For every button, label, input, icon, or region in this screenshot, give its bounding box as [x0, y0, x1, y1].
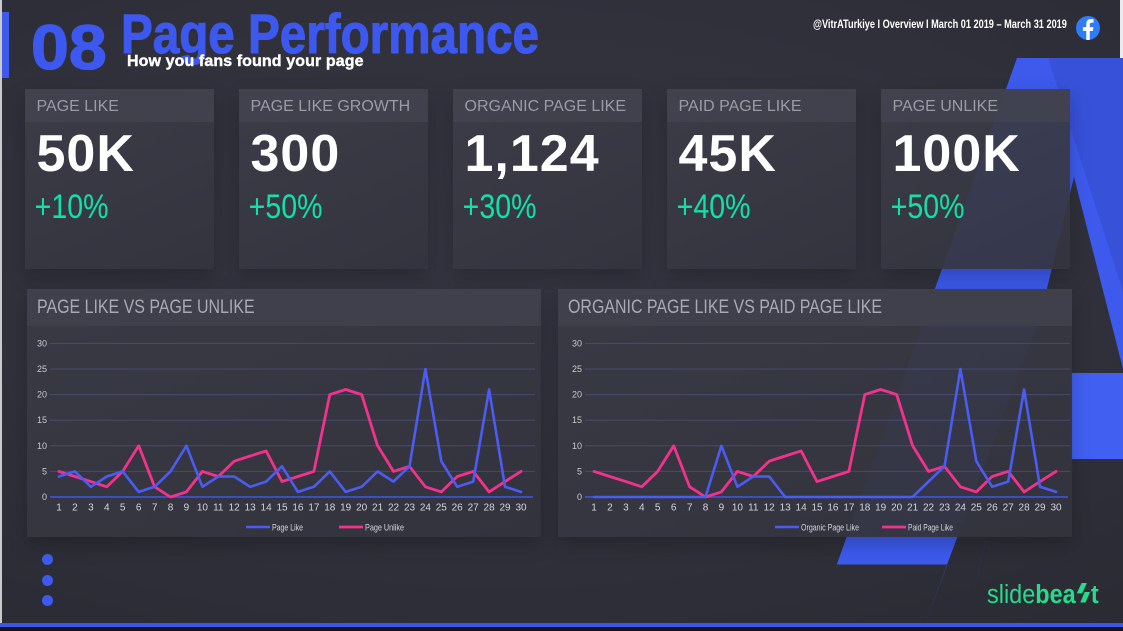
svg-text:27: 27: [468, 503, 480, 514]
svg-text:30: 30: [37, 338, 47, 348]
svg-text:21: 21: [907, 503, 919, 514]
svg-text:19: 19: [340, 503, 352, 514]
svg-text:24: 24: [420, 503, 432, 514]
svg-text:29: 29: [499, 503, 511, 514]
svg-text:18: 18: [324, 503, 336, 514]
svg-text:Page Like: Page Like: [272, 523, 303, 534]
svg-text:27: 27: [1003, 503, 1015, 514]
svg-text:10: 10: [197, 503, 209, 514]
svg-text:3: 3: [623, 503, 629, 514]
svg-text:10: 10: [572, 441, 582, 451]
svg-text:5: 5: [42, 466, 47, 476]
svg-text:Page Unlike: Page Unlike: [365, 523, 404, 534]
svg-text:26: 26: [987, 503, 999, 514]
svg-text:23: 23: [404, 503, 416, 514]
svg-text:9: 9: [184, 503, 190, 514]
svg-text:7: 7: [152, 503, 158, 514]
svg-text:26: 26: [452, 503, 464, 514]
svg-text:18: 18: [859, 503, 871, 514]
svg-text:8: 8: [168, 503, 174, 514]
svg-text:Paid Page Like: Paid Page Like: [908, 523, 953, 534]
svg-text:20: 20: [356, 503, 368, 514]
svg-text:20: 20: [572, 390, 582, 400]
svg-text:6: 6: [671, 503, 677, 514]
svg-text:5: 5: [655, 503, 661, 514]
svg-text:30: 30: [1050, 503, 1062, 514]
svg-text:0: 0: [577, 492, 582, 502]
svg-text:2: 2: [72, 503, 78, 514]
svg-text:25: 25: [37, 364, 47, 374]
svg-text:15: 15: [37, 415, 47, 425]
svg-text:4: 4: [104, 503, 110, 514]
svg-text:30: 30: [572, 338, 582, 348]
svg-text:15: 15: [276, 503, 288, 514]
svg-text:30: 30: [515, 503, 527, 514]
svg-text:12: 12: [764, 503, 776, 514]
svg-text:5: 5: [120, 503, 126, 514]
svg-text:28: 28: [1019, 503, 1031, 514]
svg-text:22: 22: [923, 503, 935, 514]
svg-text:12: 12: [229, 503, 241, 514]
svg-text:0: 0: [42, 492, 47, 502]
svg-text:19: 19: [875, 503, 887, 514]
svg-text:7: 7: [687, 503, 693, 514]
svg-text:17: 17: [308, 503, 320, 514]
svg-text:13: 13: [780, 503, 792, 514]
svg-text:16: 16: [827, 503, 839, 514]
svg-text:22: 22: [388, 503, 400, 514]
svg-text:14: 14: [261, 503, 273, 514]
svg-text:16: 16: [292, 503, 304, 514]
svg-text:6: 6: [136, 503, 142, 514]
svg-text:29: 29: [1034, 503, 1046, 514]
svg-text:1: 1: [591, 503, 597, 514]
svg-text:14: 14: [796, 503, 808, 514]
svg-text:11: 11: [213, 503, 224, 514]
svg-text:15: 15: [811, 503, 823, 514]
svg-text:2: 2: [607, 503, 613, 514]
svg-text:21: 21: [372, 503, 384, 514]
svg-text:10: 10: [732, 503, 744, 514]
svg-text:25: 25: [971, 503, 983, 514]
svg-text:20: 20: [891, 503, 903, 514]
svg-text:8: 8: [703, 503, 709, 514]
svg-text:13: 13: [245, 503, 257, 514]
svg-text:25: 25: [436, 503, 448, 514]
svg-text:1: 1: [56, 503, 62, 514]
svg-text:Organic Page Like: Organic Page Like: [801, 523, 859, 534]
svg-text:24: 24: [955, 503, 967, 514]
svg-text:23: 23: [939, 503, 951, 514]
svg-text:17: 17: [843, 503, 855, 514]
svg-text:11: 11: [748, 503, 759, 514]
svg-text:9: 9: [719, 503, 725, 514]
svg-text:25: 25: [572, 364, 582, 374]
svg-text:10: 10: [37, 441, 47, 451]
svg-text:15: 15: [572, 415, 582, 425]
svg-text:5: 5: [577, 466, 582, 476]
svg-text:20: 20: [37, 390, 47, 400]
svg-text:4: 4: [639, 503, 645, 514]
svg-text:3: 3: [88, 503, 94, 514]
svg-text:28: 28: [484, 503, 496, 514]
